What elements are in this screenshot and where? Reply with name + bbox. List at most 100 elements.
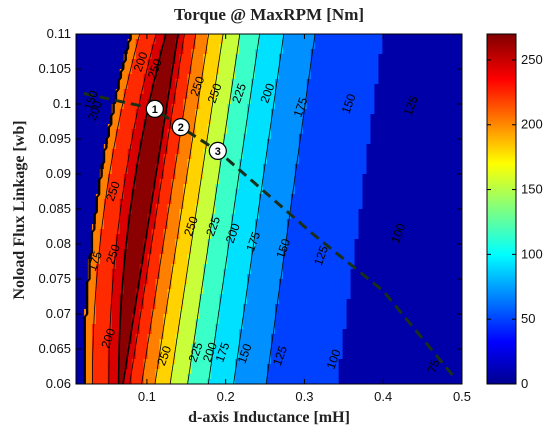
heatmap-cell bbox=[282, 279, 288, 285]
heatmap-cell bbox=[239, 49, 244, 55]
heatmap-cell bbox=[338, 244, 344, 250]
heatmap-cell bbox=[235, 164, 240, 170]
heatmap-cell bbox=[274, 354, 280, 360]
heatmap-cell bbox=[179, 344, 185, 350]
heatmap-cell bbox=[354, 344, 360, 350]
heatmap-cell bbox=[95, 269, 101, 275]
heatmap-cell bbox=[195, 114, 200, 120]
heatmap-cell bbox=[91, 374, 97, 380]
heatmap-cell bbox=[255, 374, 260, 380]
heatmap-cell bbox=[310, 64, 316, 70]
heatmap-cell bbox=[163, 329, 169, 335]
heatmap-cell bbox=[167, 314, 173, 320]
heatmap-cell bbox=[334, 334, 340, 340]
heatmap-cell bbox=[167, 184, 173, 190]
heatmap-cell bbox=[322, 69, 328, 75]
heatmap-cell bbox=[330, 234, 336, 240]
heatmap-cell bbox=[143, 194, 149, 200]
heatmap-cell bbox=[187, 224, 192, 230]
heatmap-cell bbox=[302, 59, 308, 65]
heatmap-cell bbox=[338, 374, 344, 380]
heatmap-cell bbox=[107, 74, 113, 80]
heatmap-cell bbox=[243, 94, 248, 100]
heatmap-cell bbox=[294, 219, 300, 225]
heatmap-cell bbox=[251, 274, 256, 280]
heatmap-cell bbox=[326, 59, 332, 65]
heatmap-cell bbox=[239, 249, 244, 255]
heatmap-cell bbox=[322, 324, 328, 330]
heatmap-cell bbox=[235, 134, 240, 140]
heatmap-cell bbox=[215, 209, 220, 215]
heatmap-cell bbox=[199, 284, 204, 290]
heatmap-cell bbox=[159, 244, 165, 250]
heatmap-cell bbox=[183, 299, 189, 305]
heatmap-cell bbox=[103, 304, 109, 310]
heatmap-cell bbox=[298, 294, 304, 300]
heatmap-cell bbox=[135, 354, 141, 360]
heatmap-cell bbox=[203, 354, 208, 360]
heatmap-cell bbox=[223, 79, 228, 85]
heatmap-cell bbox=[314, 259, 320, 265]
heatmap-cell bbox=[219, 239, 224, 245]
heatmap-cell bbox=[314, 159, 320, 165]
heatmap-cell bbox=[310, 69, 316, 75]
heatmap-cell bbox=[270, 279, 276, 285]
heatmap-cell bbox=[263, 79, 268, 85]
heatmap-cell bbox=[111, 174, 117, 180]
heatmap-cell bbox=[103, 369, 109, 375]
heatmap-cell bbox=[326, 319, 332, 325]
heatmap-cell bbox=[334, 324, 340, 330]
heatmap-cell bbox=[111, 259, 117, 265]
heatmap-cell bbox=[338, 179, 344, 185]
heatmap-cell bbox=[207, 229, 212, 235]
heatmap-cell bbox=[231, 334, 236, 340]
heatmap-cell bbox=[107, 99, 113, 105]
heatmap-cell bbox=[211, 379, 216, 384]
heatmap-cell bbox=[270, 369, 276, 375]
heatmap-cell bbox=[298, 284, 304, 290]
heatmap-cell bbox=[318, 369, 324, 375]
heatmap-cell bbox=[322, 334, 328, 340]
heatmap-cell bbox=[79, 104, 85, 110]
heatmap-cell bbox=[119, 59, 125, 65]
heatmap-cell bbox=[95, 204, 101, 210]
heatmap-cell bbox=[235, 234, 240, 240]
heatmap-cell bbox=[290, 209, 296, 215]
heatmap-cell bbox=[251, 199, 256, 205]
heatmap-cell bbox=[91, 39, 97, 45]
heatmap-cell bbox=[163, 369, 169, 375]
heatmap-cell bbox=[255, 64, 260, 70]
heatmap-cell bbox=[87, 39, 93, 45]
heatmap-cell bbox=[239, 99, 244, 105]
heatmap-cell bbox=[131, 254, 137, 260]
heatmap-cell bbox=[318, 309, 324, 315]
heatmap-cell bbox=[147, 369, 153, 375]
heatmap-cell bbox=[342, 299, 348, 305]
heatmap-cell bbox=[76, 349, 81, 355]
heatmap-cell bbox=[322, 174, 328, 180]
heatmap-cell bbox=[342, 99, 348, 105]
heatmap-cell bbox=[139, 344, 145, 350]
heatmap-cell bbox=[274, 34, 280, 40]
heatmap-cell bbox=[87, 199, 93, 205]
heatmap-cell bbox=[263, 34, 268, 40]
heatmap-cell bbox=[191, 209, 196, 215]
heatmap-cell bbox=[159, 169, 165, 175]
heatmap-cell bbox=[294, 284, 300, 290]
heatmap-cell bbox=[350, 169, 356, 175]
heatmap-cell bbox=[131, 174, 137, 180]
heatmap-cell bbox=[231, 304, 236, 310]
heatmap-cell bbox=[175, 364, 181, 370]
heatmap-cell bbox=[239, 289, 244, 295]
heatmap-cell bbox=[155, 264, 161, 270]
heatmap-cell bbox=[286, 354, 292, 360]
heatmap-cell bbox=[195, 224, 200, 230]
heatmap-cell bbox=[151, 269, 157, 275]
heatmap-cell bbox=[231, 109, 236, 115]
heatmap-cell bbox=[119, 179, 125, 185]
heatmap-cell bbox=[111, 159, 117, 165]
heatmap-cell bbox=[99, 204, 105, 210]
heatmap-cell bbox=[235, 114, 240, 120]
heatmap-cell bbox=[155, 369, 161, 375]
